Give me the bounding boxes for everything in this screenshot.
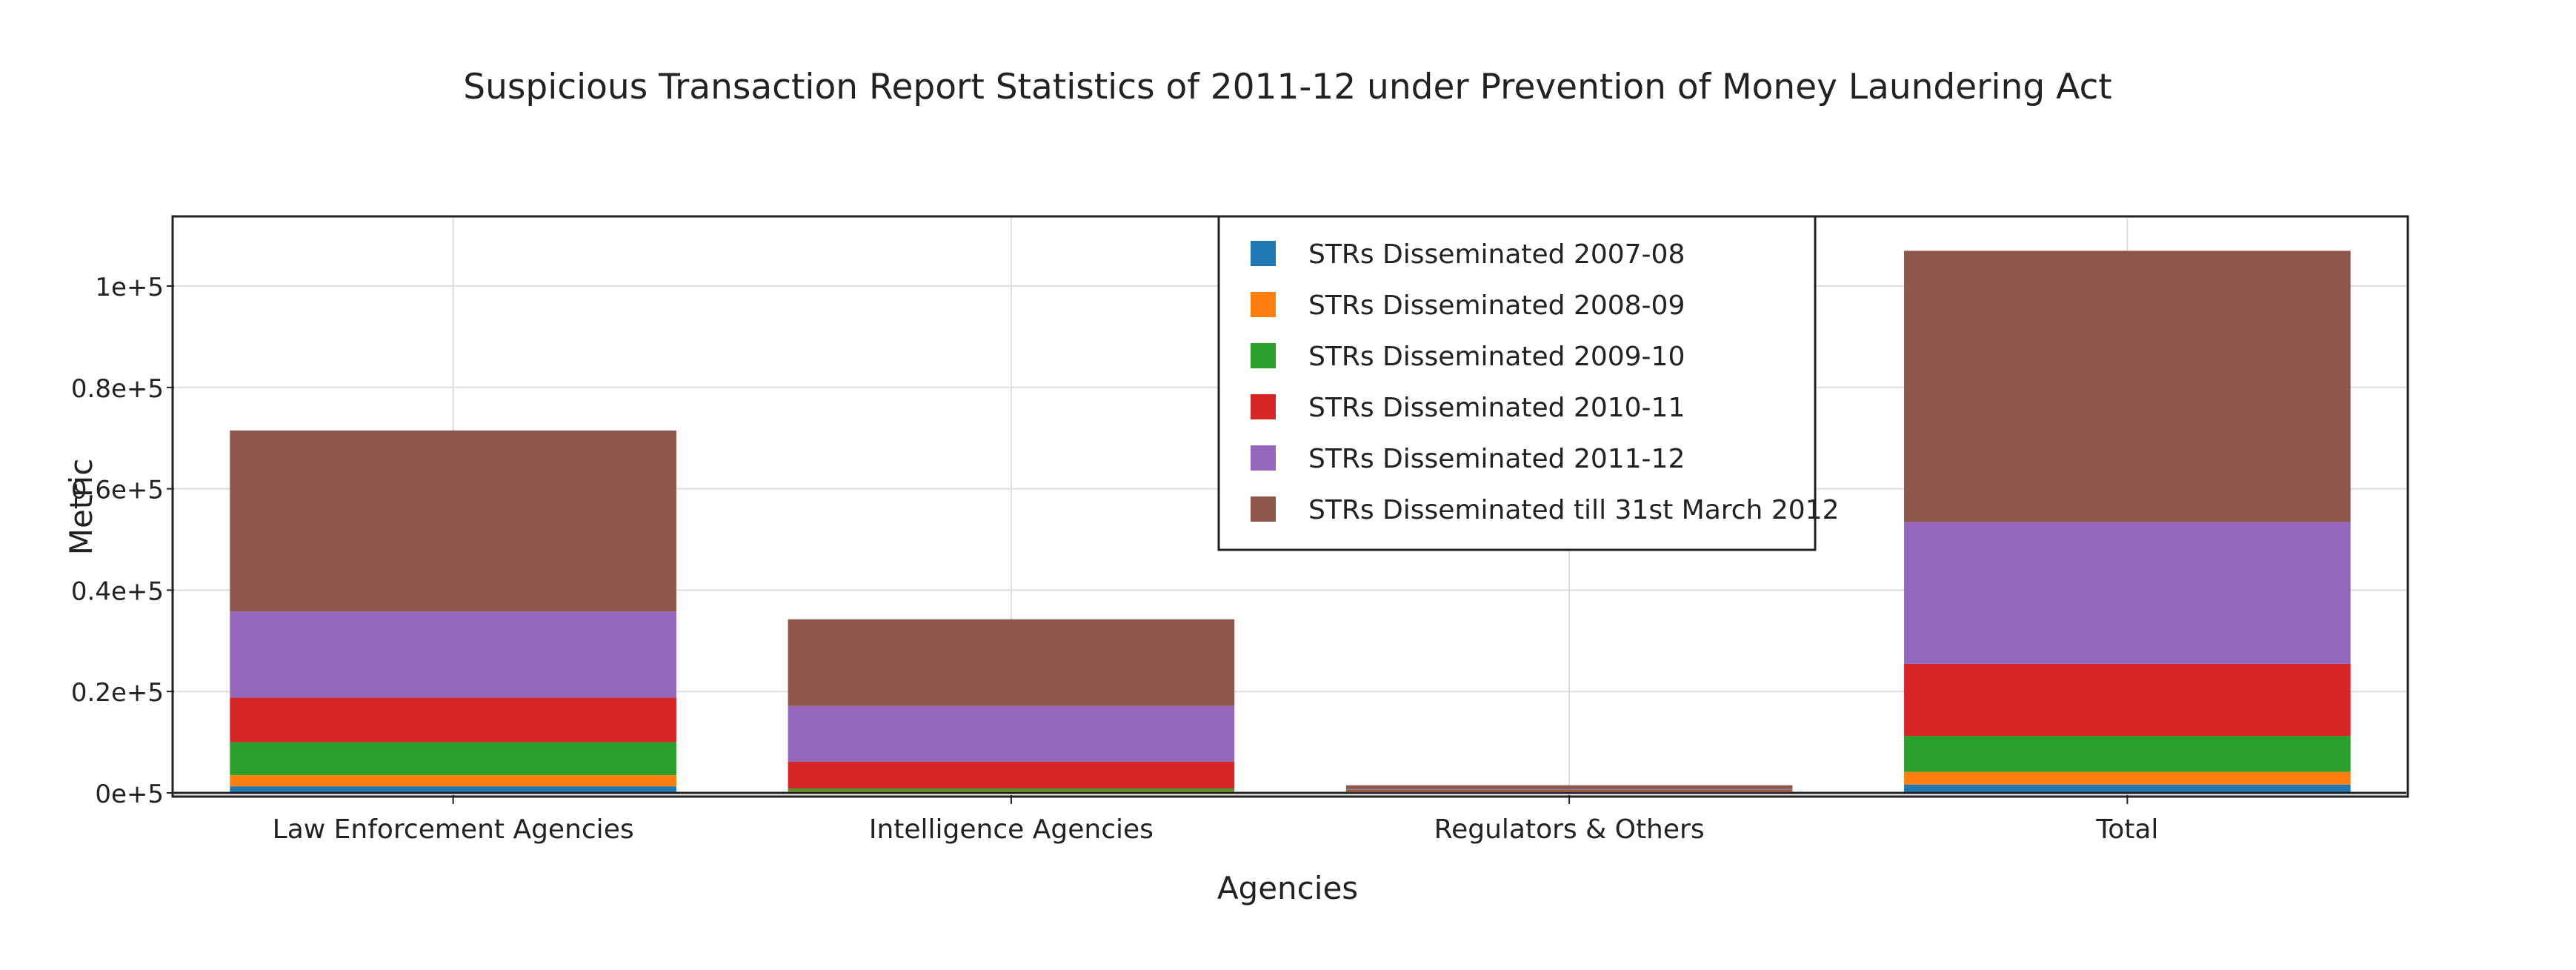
bar-strs-disseminated-2011-12 [788, 705, 1235, 762]
bar-strs-disseminated-2011-12 [1904, 522, 2351, 664]
legend-box [1217, 215, 1817, 551]
y-tick-label: 0.8e+5 [71, 374, 164, 404]
bar-strs-disseminated-2008-09 [1345, 791, 1793, 792]
y-tick-label: 0.6e+5 [71, 476, 164, 505]
chart-title: Suspicious Transaction Report Statistics… [463, 67, 2111, 107]
legend: STRs Disseminated 2007-08 STRs Disseminat… [1217, 215, 1839, 551]
y-tick-label: 0.2e+5 [71, 678, 164, 708]
bar-strs-disseminated-2009-10 [1904, 736, 2351, 772]
x-tick-label: Regulators & Others [1434, 814, 1705, 845]
bar-strs-disseminated-2008-09 [788, 791, 1235, 792]
x-tick-label: Total [2095, 814, 2158, 845]
legend-item-label: STRs Disseminated 2010-11 [1308, 393, 1685, 423]
bar-strs-disseminated-2011-12 [1345, 788, 1793, 790]
bar-strs-disseminated-2010-11 [1345, 789, 1793, 791]
y-axis-label: Metric [63, 459, 99, 556]
bar-strs-disseminated-2007-08 [1904, 784, 2351, 793]
legend-swatch [1251, 343, 1276, 368]
legend-item-label: STRs Disseminated 2009-10 [1308, 342, 1685, 372]
legend-item-label: STRs Disseminated 2008-09 [1308, 290, 1685, 321]
legend-item-label: STRs Disseminated till 31st March 2012 [1308, 495, 1839, 525]
legend-swatch [1251, 496, 1276, 522]
bar-strs-disseminated-2011-12 [230, 611, 676, 698]
bar-strs-disseminated-till-31st-march-2012 [230, 430, 676, 612]
bar-strs-disseminated-2010-11 [230, 697, 676, 743]
y-tick-label: 0.4e+5 [71, 577, 164, 606]
bar-strs-disseminated-2009-10 [788, 788, 1235, 791]
bar-strs-disseminated-2008-09 [230, 775, 676, 787]
bar-strs-disseminated-2010-11 [788, 761, 1235, 789]
legend-item-label: STRs Disseminated 2011-12 [1308, 444, 1685, 474]
bar-strs-disseminated-till-31st-march-2012 [1904, 250, 2351, 522]
bar-strs-disseminated-2008-09 [1904, 771, 2351, 785]
x-tick-label: Law Enforcement Agencies [273, 814, 634, 845]
bar-strs-disseminated-2007-08 [230, 786, 676, 793]
legend-swatch [1251, 445, 1276, 471]
legend-swatch [1251, 394, 1276, 419]
bar-strs-disseminated-till-31st-march-2012 [788, 619, 1235, 706]
bars-layer [230, 250, 2351, 793]
y-tick-label: 1e+5 [95, 273, 164, 302]
legend-item-label: STRs Disseminated 2007-08 [1308, 239, 1685, 270]
bar-strs-disseminated-till-31st-march-2012 [1345, 785, 1793, 789]
legend-swatch [1251, 292, 1276, 317]
bar-strs-disseminated-2010-11 [1904, 663, 2351, 737]
x-tick-label: Intelligence Agencies [869, 814, 1154, 845]
axis-layer: 0e+5 0.2e+5 0.4e+5 0.6e+5 0.8e+5 1e+5 Law Enfo… [71, 273, 2406, 845]
bar-strs-disseminated-2009-10 [230, 742, 676, 776]
legend-swatch [1251, 241, 1276, 266]
y-tick-label: 0e+5 [95, 780, 164, 809]
x-axis-label: Agencies [1217, 870, 1358, 906]
